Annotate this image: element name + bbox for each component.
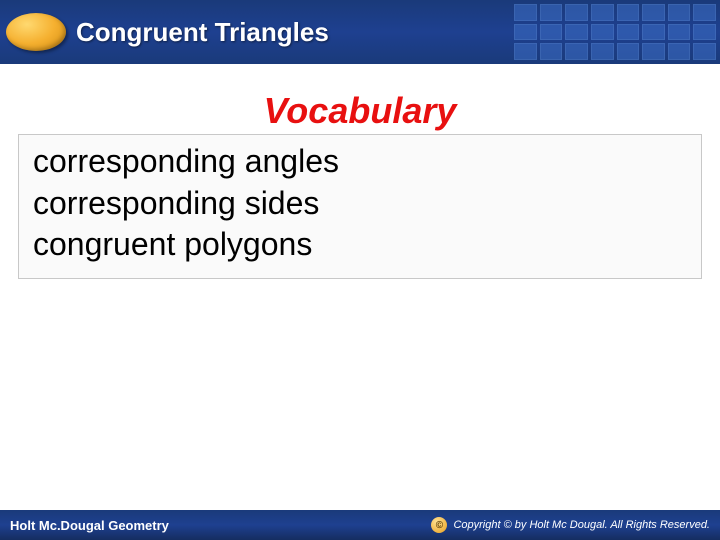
footer-copyright: © Copyright © by Holt Mc Dougal. All Rig… <box>431 517 710 533</box>
vocab-term: congruent polygons <box>33 224 687 266</box>
slide-header: Congruent Triangles <box>0 0 720 64</box>
slide-title: Congruent Triangles <box>76 17 329 48</box>
vocab-term: corresponding sides <box>33 183 687 225</box>
slide-footer: Holt Mc.Dougal Geometry © Copyright © by… <box>0 510 720 540</box>
vocabulary-box: corresponding angles corresponding sides… <box>18 134 702 279</box>
slide-content: Vocabulary corresponding angles correspo… <box>0 64 720 279</box>
copyright-icon: © <box>431 517 447 533</box>
header-grid-decoration <box>510 0 720 64</box>
copyright-text: Copyright © by Holt Mc Dougal. All Right… <box>453 519 710 531</box>
footer-publisher: Holt Mc.Dougal Geometry <box>10 518 169 533</box>
vocab-term: corresponding angles <box>33 141 687 183</box>
vocabulary-heading: Vocabulary <box>18 90 702 132</box>
header-badge-icon <box>6 13 66 51</box>
